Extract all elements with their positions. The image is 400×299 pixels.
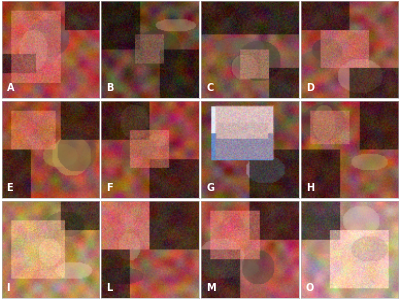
Text: A: A xyxy=(6,83,14,93)
Text: F: F xyxy=(106,183,113,193)
Text: I: I xyxy=(6,283,10,293)
Text: E: E xyxy=(6,183,13,193)
Text: G: G xyxy=(206,183,214,193)
Text: M: M xyxy=(206,283,216,293)
Text: B: B xyxy=(106,83,114,93)
Text: D: D xyxy=(306,83,314,93)
Text: O: O xyxy=(306,283,314,293)
Text: H: H xyxy=(306,183,314,193)
Text: L: L xyxy=(106,283,112,293)
Text: C: C xyxy=(206,83,213,93)
